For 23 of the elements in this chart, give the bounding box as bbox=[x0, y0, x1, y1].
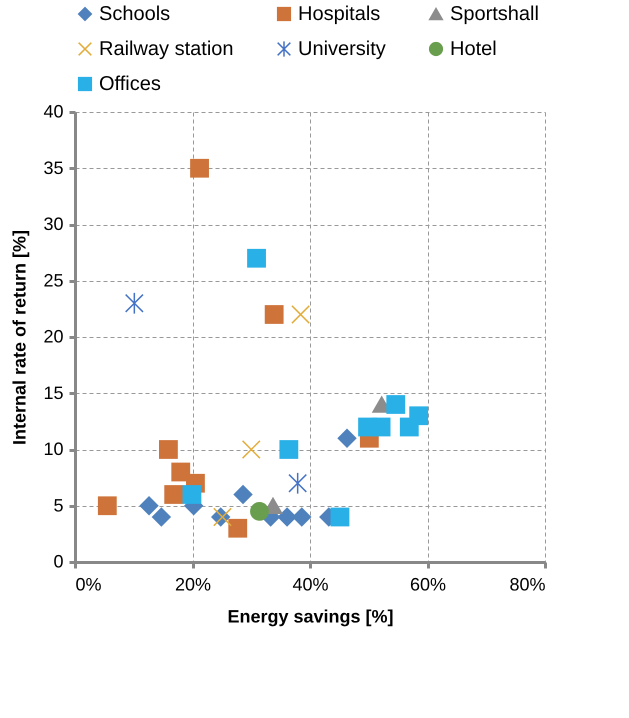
x-tick-label: 20% bbox=[174, 574, 212, 594]
y-tick-label: 5 bbox=[53, 495, 64, 516]
y-axis-title: Internal rate of return [%] bbox=[9, 230, 30, 446]
y-tick-label: 35 bbox=[43, 158, 64, 178]
y-tick-label: 10 bbox=[43, 439, 64, 459]
y-tick-label: 40 bbox=[43, 102, 64, 122]
legend-label: University bbox=[298, 38, 386, 60]
legend-label: Hotel bbox=[450, 38, 497, 60]
y-tick-label: 30 bbox=[43, 214, 64, 234]
x-axis-title: Energy savings [%] bbox=[227, 606, 394, 626]
legend-label: Offices bbox=[99, 73, 161, 95]
x-tick-label: 80% bbox=[509, 574, 546, 594]
y-tick-label: 25 bbox=[43, 270, 64, 290]
legend-label: Railway station bbox=[99, 38, 234, 60]
legend-label: Hospitals bbox=[298, 3, 380, 25]
x-tick-label: 40% bbox=[292, 574, 329, 594]
x-tick-label: 0% bbox=[76, 574, 102, 594]
legend-label: Sportshall bbox=[450, 3, 539, 25]
legend-label: Schools bbox=[99, 3, 170, 25]
x-tick-label: 60% bbox=[410, 574, 446, 594]
y-tick-label: 15 bbox=[43, 382, 64, 403]
y-tick-label: 0 bbox=[53, 552, 64, 572]
y-tick-label: 20 bbox=[43, 326, 64, 346]
